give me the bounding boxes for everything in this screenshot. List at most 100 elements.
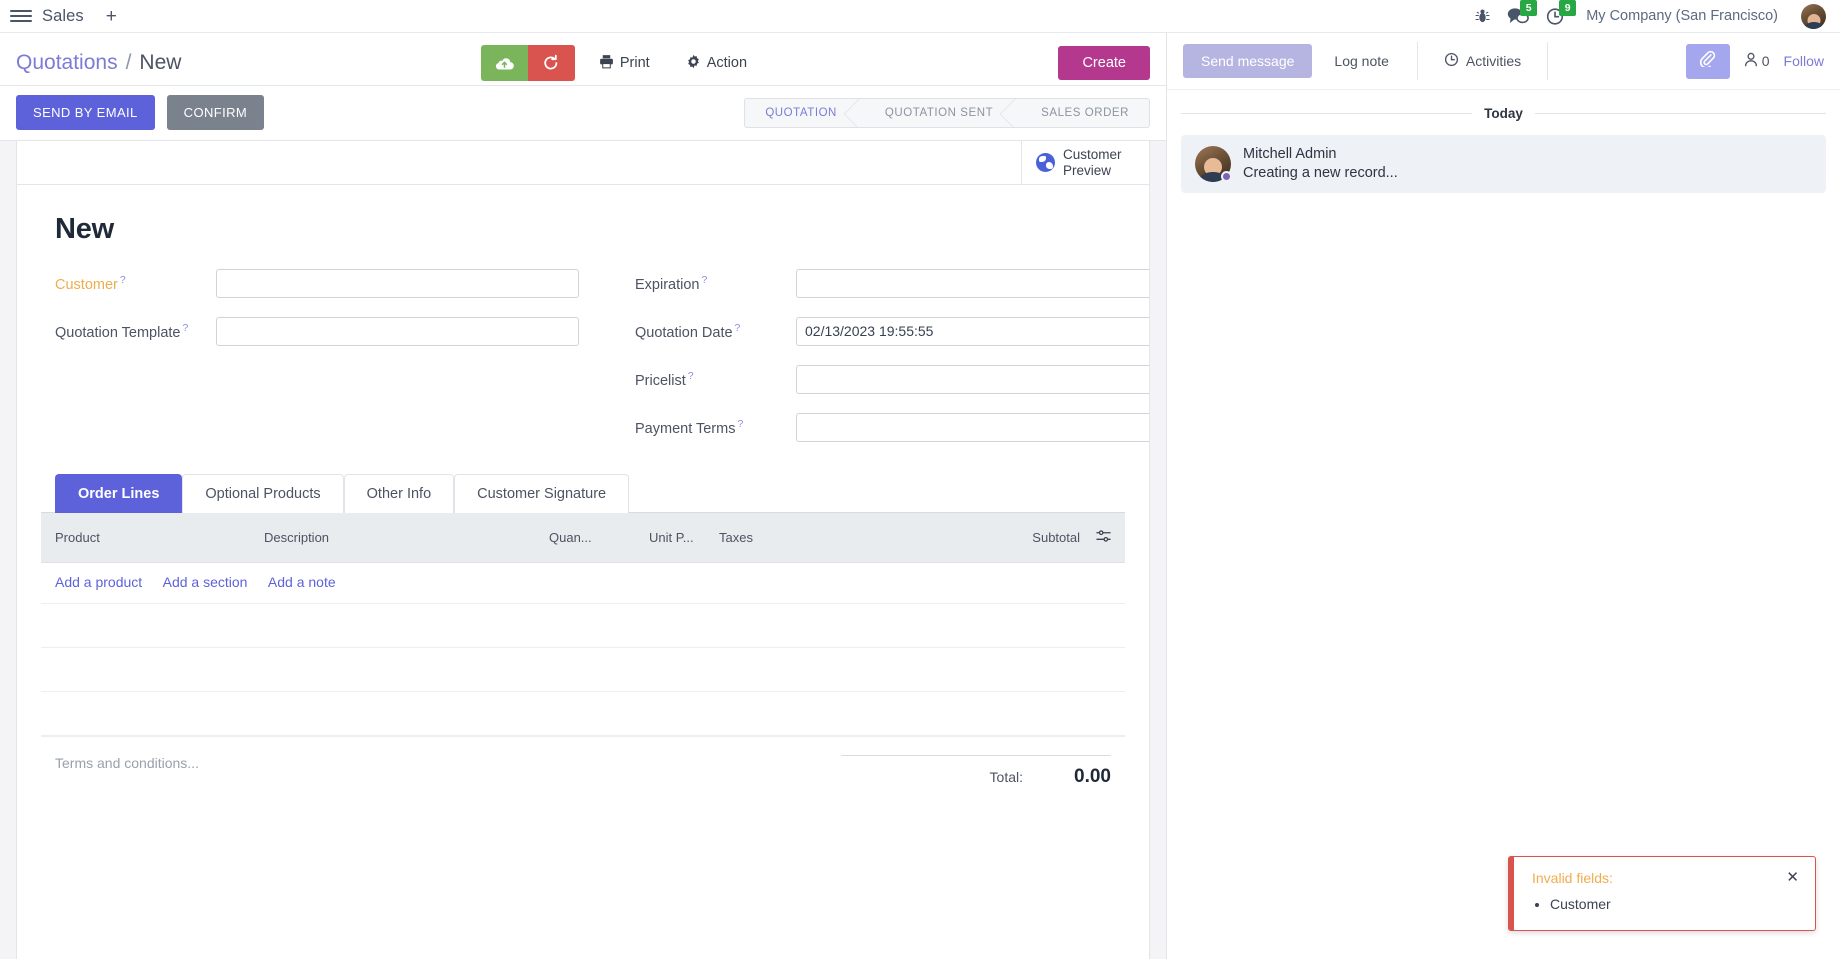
- chatter-divider: [1547, 42, 1549, 80]
- col-description: Description: [256, 513, 541, 564]
- sheet-scroll-area: SEND BY EMAIL CONFIRM QUOTATION QUOTATIO…: [0, 86, 1166, 959]
- print-button[interactable]: Print: [587, 48, 662, 79]
- notification-title: Invalid fields:: [1532, 870, 1613, 886]
- close-icon[interactable]: ✕: [1786, 869, 1799, 886]
- app-title[interactable]: Sales: [42, 6, 84, 25]
- activities-label: Activities: [1465, 53, 1522, 69]
- quotation-date-input[interactable]: [796, 316, 1149, 346]
- invalid-fields-notification: Invalid fields: ✕ Customer: [1508, 856, 1816, 931]
- terms-and-conditions-field[interactable]: Terms and conditions...: [55, 755, 199, 772]
- status-bar: SEND BY EMAIL CONFIRM QUOTATION QUOTATIO…: [0, 86, 1166, 141]
- send-message-button[interactable]: Send message: [1183, 44, 1313, 78]
- form-column-right: Expiration? Quotation Date?: [621, 268, 1149, 460]
- tooltip-icon[interactable]: ?: [119, 273, 126, 286]
- breadcrumb-separator: /: [125, 51, 132, 74]
- breadcrumb-quotations-link[interactable]: Quotations: [16, 51, 118, 74]
- message-type-dot-icon: [1221, 171, 1232, 182]
- order-lines-table: Product Description Quan... Unit P... Ta…: [41, 513, 1125, 737]
- control-panel: Quotations / New: [0, 33, 1166, 86]
- add-links-row: Add a product Add a section Add a note: [41, 562, 1125, 605]
- field-quotation-template-label: Quotation Template?: [55, 321, 189, 341]
- create-button[interactable]: Create: [1058, 46, 1150, 80]
- printer-icon: [599, 54, 614, 73]
- notification-items: Customer: [1550, 896, 1801, 912]
- tab-customer-signature[interactable]: Customer Signature: [454, 474, 630, 514]
- field-payment-terms: Payment Terms?: [621, 412, 1149, 442]
- tab-order-lines[interactable]: Order Lines: [55, 474, 183, 514]
- record-action-buttons: [480, 45, 575, 81]
- gear-icon: [686, 54, 701, 73]
- form-grid: Customer? Quotation Template?: [41, 268, 1149, 460]
- tab-optional-products[interactable]: Optional Products: [182, 474, 344, 514]
- tab-other-info[interactable]: Other Info: [343, 474, 455, 514]
- discard-button[interactable]: [527, 45, 575, 81]
- col-subtotal: Subtotal: [961, 513, 1088, 564]
- pricelist-input[interactable]: [796, 364, 1149, 394]
- follow-button[interactable]: Follow: [1783, 53, 1824, 69]
- order-lines-header: Product Description Quan... Unit P... Ta…: [41, 513, 1125, 564]
- tooltip-icon[interactable]: ?: [687, 369, 694, 382]
- col-taxes: Taxes: [711, 513, 961, 564]
- tooltip-icon[interactable]: ?: [182, 321, 189, 334]
- action-button[interactable]: Action: [674, 48, 759, 79]
- column-options-icon[interactable]: [1096, 529, 1111, 546]
- status-step-sales-order[interactable]: SALES ORDER: [1015, 97, 1150, 128]
- activities-badge: 9: [1559, 0, 1577, 16]
- status-step-quotation[interactable]: QUOTATION: [744, 97, 860, 128]
- add-a-product-link[interactable]: Add a product: [55, 574, 143, 591]
- status-step-quotation-sent[interactable]: QUOTATION SENT: [858, 97, 1017, 128]
- empty-row: [41, 691, 1125, 737]
- new-tab-plus-icon[interactable]: +: [105, 5, 117, 27]
- followers-button[interactable]: 0: [1744, 52, 1770, 70]
- field-quotation-date: Quotation Date?: [621, 316, 1149, 346]
- globe-icon: [1036, 153, 1055, 173]
- message-avatar-wrapper: [1195, 146, 1232, 182]
- log-note-button[interactable]: Log note: [1316, 44, 1407, 78]
- payment-terms-input[interactable]: [796, 412, 1149, 442]
- chatter-divider: [1416, 42, 1418, 80]
- tooltip-icon[interactable]: ?: [737, 417, 744, 430]
- user-avatar[interactable]: [1801, 3, 1826, 29]
- message-body: Creating a new record...: [1243, 165, 1398, 181]
- add-a-section-link[interactable]: Add a section: [162, 574, 248, 591]
- save-button[interactable]: [480, 45, 528, 81]
- paperclip-icon: [1699, 50, 1716, 72]
- field-pricelist-label: Pricelist?: [635, 369, 694, 389]
- notification-header: Invalid fields: ✕: [1532, 870, 1801, 886]
- tooltip-icon[interactable]: ?: [701, 273, 708, 286]
- form-view-container: Quotations / New: [0, 33, 1166, 959]
- add-a-note-link[interactable]: Add a note: [267, 574, 336, 591]
- bug-icon[interactable]: [1475, 8, 1490, 24]
- field-expiration-label: Expiration?: [635, 273, 708, 293]
- separator-line: [1534, 113, 1827, 114]
- tooltip-icon[interactable]: ?: [734, 321, 741, 334]
- form-column-left: Customer? Quotation Template?: [41, 268, 601, 460]
- customer-preview-stat-button[interactable]: Customer Preview: [1021, 141, 1149, 185]
- sheet-inner: New Customer?: [17, 185, 1149, 788]
- field-quotation-template: Quotation Template?: [41, 316, 601, 346]
- customer-preview-label: Customer Preview: [1063, 147, 1122, 178]
- messages-icon[interactable]: 5: [1507, 0, 1538, 25]
- chatter-right-tools: 0 Follow: [1685, 43, 1824, 79]
- company-switcher[interactable]: My Company (San Francisco): [1586, 8, 1778, 24]
- day-separator-label: Today: [1484, 106, 1523, 121]
- attachment-button[interactable]: [1685, 43, 1730, 79]
- activities-clock-icon[interactable]: 9: [1546, 0, 1577, 26]
- notification-item: Customer: [1550, 896, 1801, 912]
- total-label: Total:: [989, 769, 1023, 786]
- customer-input[interactable]: [216, 268, 579, 298]
- action-label: Action: [706, 55, 748, 71]
- record-title: New: [55, 213, 115, 246]
- send-by-email-button[interactable]: SEND BY EMAIL: [16, 95, 155, 130]
- separator-line: [1181, 113, 1473, 114]
- chatter-message: Mitchell Admin Creating a new record...: [1181, 135, 1826, 193]
- confirm-button[interactable]: CONFIRM: [166, 95, 265, 130]
- expiration-input[interactable]: [796, 268, 1149, 298]
- hamburger-menu-icon[interactable]: [10, 5, 32, 27]
- record-sheet: Customer Preview New Customer?: [16, 141, 1150, 959]
- field-payment-terms-label: Payment Terms?: [635, 417, 744, 437]
- schedule-activity-button[interactable]: Activities: [1428, 43, 1537, 79]
- quotation-template-input[interactable]: [216, 316, 579, 346]
- status-steps: QUOTATION QUOTATION SENT SALES ORDER: [744, 97, 1150, 128]
- control-panel-right: Create: [1058, 46, 1150, 80]
